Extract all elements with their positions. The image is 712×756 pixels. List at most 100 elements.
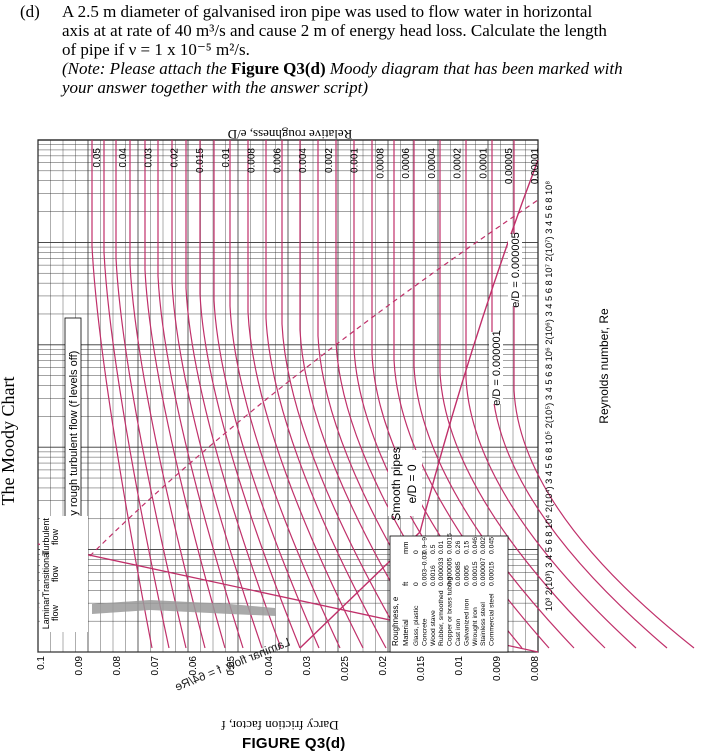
answer-marking (92, 600, 276, 616)
ed-curve (185, 140, 282, 649)
ed-curve (199, 140, 301, 649)
table-header: ft (401, 581, 410, 586)
ed-curve (213, 140, 320, 649)
ed-tick-label: 0.0001 (478, 148, 489, 179)
f-tick-label: 0.01 (454, 656, 465, 676)
ed-curve (281, 140, 408, 649)
moody-chart: The Moody Chart Relative roughness, e/D … (0, 127, 695, 732)
note-figure-ref: Figure Q3(d) (231, 59, 326, 78)
table-cell: 0.01 (438, 541, 445, 554)
ed-curve (439, 140, 606, 649)
table-cell: 0.9–9 (421, 537, 428, 554)
ed-tick-label: 0.00005 (504, 148, 515, 185)
table-cell: 0.000007 (480, 557, 487, 586)
ed-tick-label: 0.01 (221, 148, 232, 168)
table-cell: 0.15 (463, 541, 470, 554)
ed-curve (157, 140, 244, 649)
table-frame (389, 535, 509, 653)
f-tick-label: 0.07 (150, 656, 161, 676)
table-cell: Glass, plastic (413, 605, 420, 646)
question-line-1: A 2.5 m diameter of galvanised iron pipe… (62, 2, 593, 21)
table-cell: 0.000005 (447, 557, 454, 586)
regime-transitional-2: flow (50, 566, 60, 583)
smooth-pipes-label: Smooth pipes (389, 447, 403, 520)
ed-curve (491, 140, 668, 649)
regime-box (40, 516, 88, 632)
table-cell: 0.00085 (455, 561, 462, 586)
note-line-2: your answer together with the answer scr… (62, 78, 368, 97)
ed-tick-label: 0.03 (144, 148, 155, 168)
table-cell: Wood stave (430, 610, 437, 646)
ed-tick-label: 0.0004 (427, 148, 438, 179)
note-text-c: Moody diagram that has been marked with (325, 59, 623, 78)
table-cell: Concrete (421, 618, 428, 646)
friction-factor-label: Darcy friction factor, f (221, 718, 339, 732)
note-line-1: (Note: Please attach the Figure Q3(d) Mo… (62, 59, 702, 78)
table-cell: 0 (413, 582, 420, 586)
smooth-pipes-box (388, 450, 422, 516)
ed-tick-label: 0.008 (247, 148, 258, 173)
ed-tick-label: 0.0002 (453, 148, 464, 179)
f-tick-label: 0.015 (416, 656, 427, 681)
ed-curve (115, 140, 187, 649)
ed-tick-label: 0.00001 (530, 148, 541, 185)
regime-transitional-1: Transitional (41, 551, 51, 597)
table-cell: Copper or brass tubing (447, 577, 454, 646)
question-text: A 2.5 m diameter of galvanised iron pipe… (62, 2, 702, 97)
table-cell: 0.046 (472, 537, 479, 554)
table-cell: 0.003–0.03 (421, 552, 428, 586)
f-tick-label: 0.05 (226, 656, 237, 676)
ed-curve (247, 140, 364, 649)
ed-tick-label: 0.004 (298, 148, 309, 173)
ed-curve (229, 140, 341, 649)
note-text-a: (Note: Please attach the (62, 59, 232, 78)
table-cell: 0 (413, 550, 420, 554)
ed-label-2: e/D = 0.000005 (510, 232, 522, 308)
f-tick-label: 0.04 (264, 656, 275, 676)
f-tick-label: 0.009 (492, 656, 503, 681)
table-cell: Wrought iron (472, 607, 479, 646)
question-line-3: of pipe if ν = 1 x 10⁻⁵ m²/s. (62, 40, 250, 59)
table-title: Roughness, e (391, 596, 400, 646)
ed-curve (513, 140, 695, 649)
table-cell: 0.002 (480, 537, 487, 554)
ed-label-box-1 (489, 332, 503, 404)
regime-laminar-1: Laminar (41, 597, 51, 630)
table-cell: 0.0005 (463, 565, 470, 586)
regime-turbulent-2: flow (50, 529, 60, 546)
fully-rough-boundary (39, 199, 539, 609)
table-cell: 0.000033 (438, 557, 445, 586)
ed-tick-label: 0.002 (324, 148, 335, 173)
ed-label-box-2 (508, 234, 522, 306)
re-tick-label: 10³ 2(10³) 3 4 5 6 8 10⁴ 2(10⁴) 3 4 5 6 … (544, 181, 554, 611)
ed-curve (103, 140, 170, 649)
regime-turbulent-1: Turbulent (41, 518, 51, 556)
ed-label-1: e/D = 0.000001 (491, 330, 503, 406)
regime-laminar-2: flow (50, 605, 60, 622)
ed-tick-label: 0.0008 (375, 148, 386, 179)
ed-tick-label: 0.006 (272, 148, 283, 173)
table-cell: 0.045 (489, 537, 496, 554)
table-cell: Cast iron (455, 619, 462, 646)
f-tick-label: 0.025 (340, 656, 351, 681)
ed-curve (171, 140, 263, 649)
ed-curve (129, 140, 206, 649)
ed-curve (144, 140, 226, 649)
ed-tick-label: 0.001 (350, 148, 361, 173)
ed-curve (465, 140, 637, 649)
table-cell: 0.0016 (430, 565, 437, 586)
f-tick-label: 0.008 (530, 656, 541, 681)
reynolds-label: Reynolds number, Re (597, 308, 611, 424)
ed-curve (413, 140, 575, 649)
figure-caption: FIGURE Q3(d) (242, 735, 346, 752)
ed-curve (91, 140, 153, 649)
table-header: mm (401, 542, 410, 555)
table-cell: 0.5 (430, 544, 437, 554)
fully-rough-label: Fully rough turbulent flow (f levels off… (68, 351, 80, 534)
relative-roughness-label: Relative roughness, e/D (228, 127, 353, 142)
f-tick-label: 0.06 (188, 656, 199, 676)
question-line-2: axis at at rate of 40 m³/s and cause 2 m… (62, 21, 607, 40)
table-cell: 0.00015 (472, 561, 479, 586)
table-cell: Galvanized iron (463, 599, 470, 646)
